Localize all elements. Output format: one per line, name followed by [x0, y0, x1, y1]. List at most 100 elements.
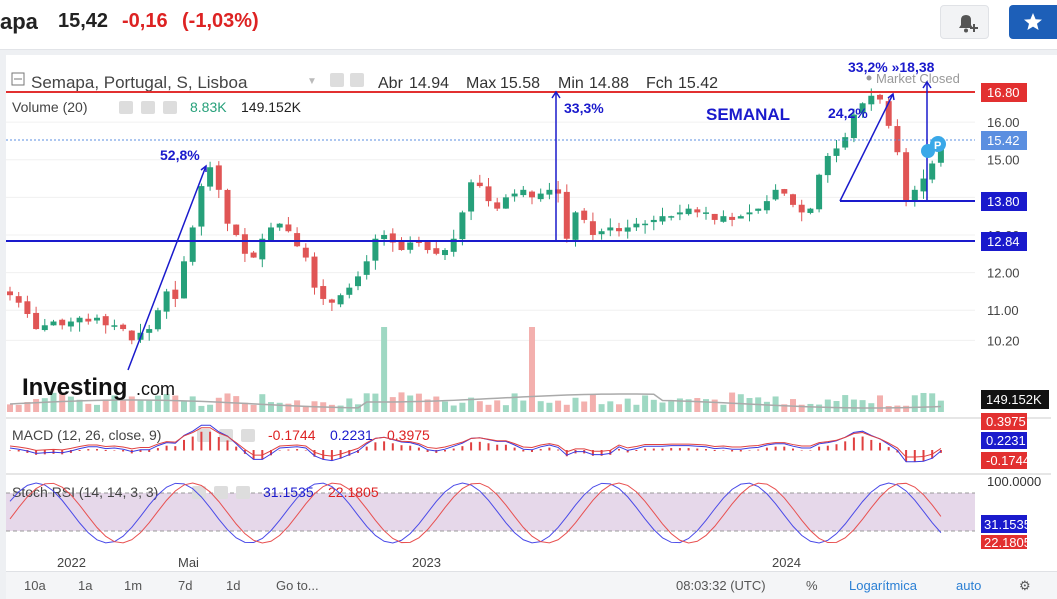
percent-toggle[interactable]: % — [806, 578, 818, 593]
eye-icon[interactable] — [192, 486, 206, 499]
candle-body — [685, 208, 692, 215]
volume-bar — [198, 405, 205, 412]
settings-icon[interactable] — [141, 101, 155, 114]
market-status-dot — [866, 75, 872, 81]
candle-body — [781, 189, 788, 194]
macd-bar — [748, 450, 751, 451]
label-support-high: 13.80 — [987, 194, 1020, 209]
time-tick: 2024 — [772, 555, 801, 570]
chart-panel[interactable]: Semapa, Portugal, S, Lisboa ▼ Abr 14.94 … — [6, 55, 1057, 599]
label-last: 15.42 — [987, 133, 1020, 148]
candle-body — [468, 182, 475, 212]
svg-text:P: P — [934, 140, 941, 152]
price-change: -0,16 — [122, 10, 168, 32]
candle-body — [694, 209, 701, 213]
market-status: Market Closed — [876, 71, 960, 86]
macd-bar — [504, 444, 507, 451]
volume-bar — [241, 402, 248, 412]
candle-body — [459, 212, 466, 240]
auto-toggle[interactable]: auto — [956, 578, 982, 593]
macd-bar — [139, 450, 142, 452]
candle-body — [729, 216, 736, 220]
quote-header: apa 15,42 -0,16 (-1,03%) — [0, 0, 1057, 50]
range-button[interactable]: 1a — [78, 578, 93, 593]
candle-body — [215, 165, 222, 190]
macd-bar — [478, 441, 481, 451]
macd-value-2: 0.2231 — [330, 427, 373, 443]
range-button[interactable]: 7d — [178, 578, 193, 593]
label-last-bg — [981, 131, 1027, 150]
candle-body — [389, 233, 396, 243]
close-icon[interactable] — [236, 486, 250, 499]
volume-bar — [824, 399, 831, 412]
candle-body — [346, 287, 353, 295]
low-label: Min — [558, 75, 584, 92]
volume-bar — [711, 399, 718, 412]
macd-bar — [870, 439, 873, 451]
volume-bar — [381, 327, 388, 412]
macd-bar — [452, 448, 455, 451]
volume-bar — [798, 404, 805, 412]
event-marker[interactable] — [921, 144, 935, 158]
macd-legend-label: MACD (12, 26, close, 9) — [12, 427, 161, 443]
candle-body — [790, 194, 796, 205]
macd-bar — [861, 436, 864, 451]
macd-label-a: 0.3975 — [986, 414, 1026, 429]
candle-body — [442, 250, 448, 256]
macd-bar — [522, 450, 525, 452]
volume-bar — [459, 402, 466, 412]
volume-bar — [276, 402, 283, 412]
volume-bar — [372, 393, 379, 412]
watermark-logo: Investing — [22, 374, 127, 401]
eye-icon[interactable] — [330, 73, 344, 87]
gear-icon[interactable]: ⚙ — [1019, 578, 1031, 593]
volume-bar — [346, 398, 353, 412]
high-value: 15.58 — [500, 75, 540, 92]
macd-bar — [61, 450, 64, 455]
macd-bar — [609, 450, 612, 455]
add-alert-button[interactable] — [940, 5, 989, 39]
candle-body — [650, 219, 657, 223]
eye-icon[interactable] — [197, 429, 211, 442]
volume-bar — [415, 393, 422, 412]
candle-body — [572, 212, 579, 240]
title-dropdown-icon[interactable]: ▼ — [307, 76, 317, 87]
candle-body — [311, 256, 318, 288]
macd-bar — [417, 447, 420, 451]
volume-bar — [15, 404, 22, 412]
volume-bar — [407, 395, 414, 412]
eye-icon[interactable] — [119, 101, 133, 114]
collapse-icon[interactable] — [11, 72, 25, 86]
volume-bar — [624, 398, 631, 412]
volume-bar — [154, 395, 161, 412]
price-tick: 15.00 — [987, 153, 1020, 168]
candle-body — [737, 216, 744, 219]
volume-bar — [746, 398, 753, 412]
macd-bar — [696, 448, 699, 451]
volume-bar — [729, 392, 736, 412]
log-toggle[interactable]: Logarítmica — [849, 578, 917, 593]
settings-icon[interactable] — [350, 73, 364, 87]
macd-bar — [531, 450, 533, 452]
range-button[interactable]: 1d — [226, 578, 241, 593]
candle-body — [320, 286, 327, 299]
volume-bar — [589, 394, 596, 412]
candle-body — [398, 241, 405, 251]
add-to-watchlist-button[interactable] — [1009, 5, 1057, 39]
close-icon[interactable] — [241, 429, 255, 442]
macd-bar — [400, 445, 403, 451]
range-button[interactable]: 1m — [124, 578, 143, 593]
range-button[interactable]: 10a — [24, 578, 46, 593]
close-icon[interactable] — [163, 101, 177, 114]
candle-body — [276, 223, 283, 228]
candle-body — [207, 167, 214, 187]
candle-body — [294, 233, 301, 247]
volume-bar — [659, 402, 666, 412]
goto-button[interactable]: Go to... — [276, 578, 319, 593]
price-chart[interactable]: Semapa, Portugal, S, Lisboa ▼ Abr 14.94 … — [6, 55, 1057, 571]
macd-bar — [591, 450, 594, 456]
macd-bar — [35, 450, 38, 455]
volume-bar — [146, 399, 153, 412]
settings-icon[interactable] — [214, 486, 228, 499]
volume-bars — [7, 327, 944, 412]
